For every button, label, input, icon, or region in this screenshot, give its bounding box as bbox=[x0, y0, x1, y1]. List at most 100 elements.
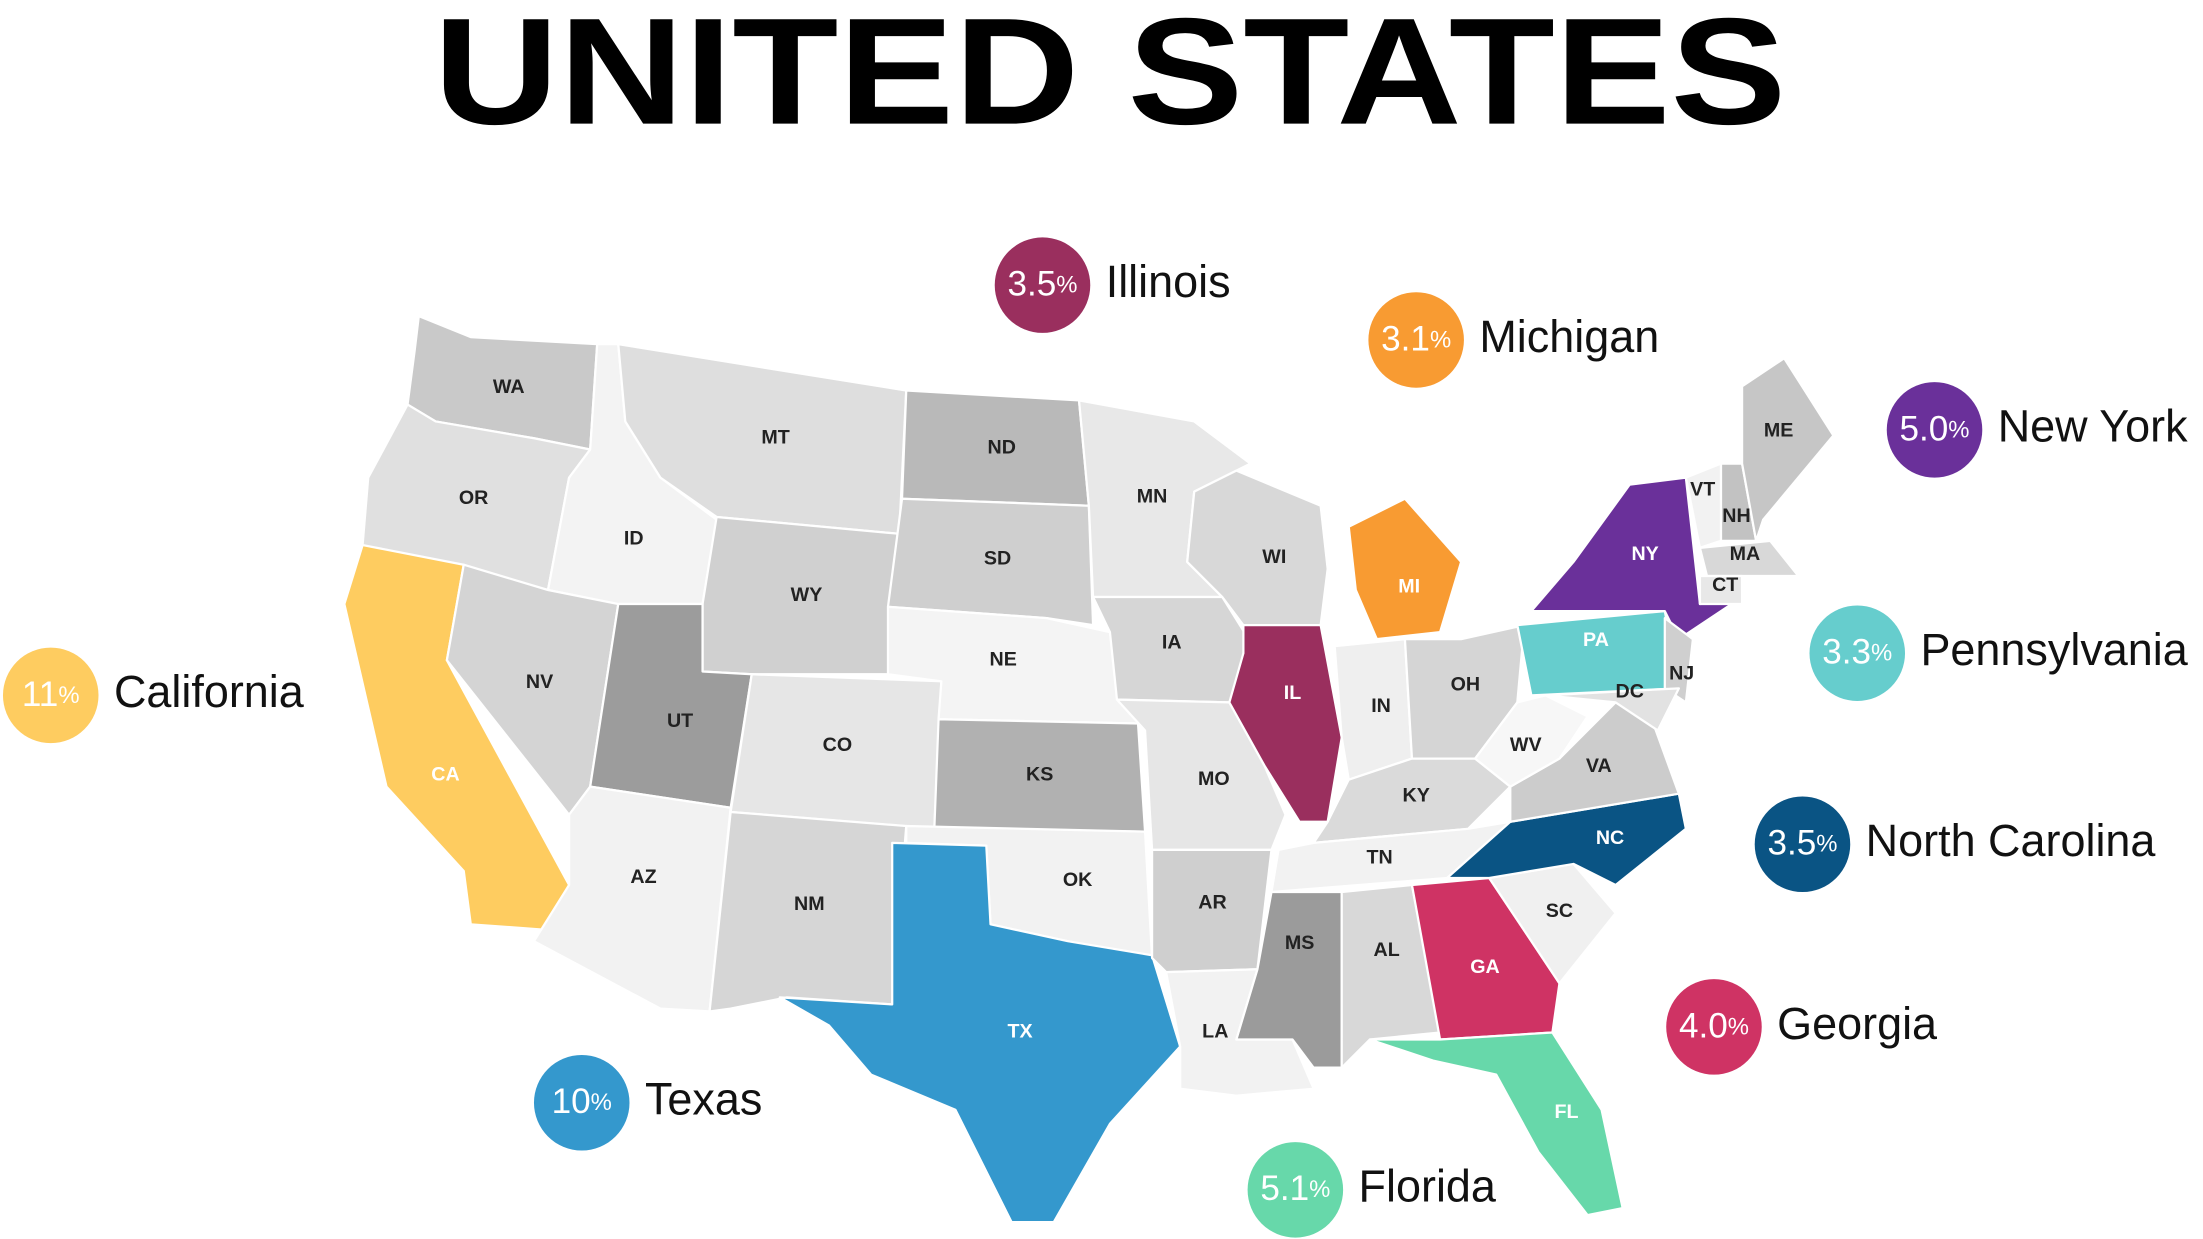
state-shape bbox=[1663, 616, 1695, 704]
state-label: TX bbox=[1007, 1021, 1032, 1043]
state-label: NE bbox=[990, 648, 1017, 670]
percent-value: 3.1 bbox=[1381, 320, 1430, 359]
callout: 3.5% North Carolina bbox=[1754, 796, 2156, 893]
state-label: SD bbox=[984, 547, 1011, 569]
state-shape bbox=[1368, 1031, 1624, 1217]
state-shape bbox=[1740, 357, 1835, 542]
callout-name: California bbox=[114, 666, 304, 717]
callout-badge bbox=[1247, 1142, 1344, 1238]
state-shape bbox=[1516, 609, 1680, 697]
callout: 4.0% Georgia bbox=[1666, 979, 1937, 1075]
state-label: OR bbox=[459, 487, 488, 509]
state-label: DC bbox=[1615, 681, 1643, 703]
callout: 3.1% Michigan bbox=[1368, 292, 1659, 388]
callout: 11% California bbox=[2, 647, 304, 744]
state-label: NY bbox=[1631, 543, 1658, 565]
state-label: LA bbox=[1202, 1021, 1228, 1043]
state-label: ND bbox=[988, 436, 1016, 458]
state-label: MI bbox=[1398, 575, 1420, 597]
state-shape bbox=[886, 497, 1095, 627]
callout-badge bbox=[1666, 979, 1762, 1075]
percent-unit: % bbox=[1948, 417, 1969, 444]
percent-value: 3.5 bbox=[1767, 824, 1816, 863]
callout-name: Florida bbox=[1359, 1161, 1496, 1212]
state-label: GA bbox=[1470, 956, 1499, 978]
state-shape bbox=[1698, 574, 1744, 606]
callout-badge bbox=[533, 1054, 630, 1151]
state-shape bbox=[1544, 687, 1680, 732]
states: WA OR CA ID NV MT WY UT AZ CO NM ND SD NE KS OK TX MN IA MO… bbox=[343, 314, 1835, 1224]
state-shape bbox=[532, 785, 732, 1013]
callout-name: Georgia bbox=[1777, 998, 1937, 1049]
callout: 5.0% New York bbox=[1886, 382, 2188, 478]
percent-value: 3.5 bbox=[1007, 265, 1056, 304]
callout-percent: 4.0% bbox=[1679, 1007, 1749, 1046]
percent-unit: % bbox=[1430, 327, 1451, 354]
callout: 3.3% Pennsylvania bbox=[1809, 605, 2188, 701]
percent-value: 3.3 bbox=[1822, 633, 1871, 672]
state-shape bbox=[778, 841, 1182, 1224]
callout-percent: 3.3% bbox=[1822, 633, 1892, 672]
state-label: MO bbox=[1198, 768, 1230, 790]
state-label: ID bbox=[624, 528, 644, 550]
state-label: WA bbox=[493, 376, 525, 398]
state-label: NC bbox=[1596, 827, 1624, 849]
state-label: MA bbox=[1730, 543, 1761, 565]
callout-name: Illinois bbox=[1106, 256, 1231, 307]
callout: 10% Texas bbox=[533, 1054, 762, 1151]
callout-percent: 10% bbox=[552, 1082, 612, 1121]
state-shape bbox=[1474, 694, 1589, 788]
state-label: MT bbox=[761, 426, 789, 448]
callout-name: Michigan bbox=[1479, 311, 1659, 362]
state-shape bbox=[1698, 539, 1800, 578]
callout-percent: 11% bbox=[22, 675, 80, 714]
state-label: OH bbox=[1451, 674, 1480, 696]
percent-value: 10 bbox=[552, 1082, 591, 1121]
percent-value: 5.0 bbox=[1900, 410, 1949, 449]
state-shape bbox=[1347, 497, 1463, 641]
callout: 5.1% Florida bbox=[1247, 1142, 1496, 1238]
state-label: NV bbox=[526, 671, 553, 693]
state-label: KY bbox=[1403, 785, 1430, 807]
state-label: VA bbox=[1586, 755, 1612, 777]
percent-unit: % bbox=[1309, 1177, 1330, 1204]
callout-percent: 5.1% bbox=[1260, 1170, 1330, 1209]
state-label: KS bbox=[1026, 764, 1053, 786]
callout-badge bbox=[1886, 382, 1983, 478]
callout-badge bbox=[1754, 796, 1851, 893]
percent-unit: % bbox=[58, 682, 79, 709]
state-label: WV bbox=[1510, 734, 1542, 756]
state-label: IA bbox=[1162, 632, 1182, 654]
state-label: MS bbox=[1285, 932, 1314, 954]
state-label: ME bbox=[1764, 419, 1793, 441]
state-label: IN bbox=[1371, 695, 1391, 717]
percent-value: 11 bbox=[22, 675, 58, 714]
percent-unit: % bbox=[1728, 1014, 1749, 1041]
callout-name: New York bbox=[1998, 401, 2188, 452]
state-label: NM bbox=[794, 893, 825, 915]
percent-unit: % bbox=[1056, 272, 1077, 299]
state-shape bbox=[1228, 623, 1343, 823]
state-label: AR bbox=[1198, 891, 1226, 913]
callout-percent: 5.0% bbox=[1900, 410, 1970, 449]
callout-percent: 3.1% bbox=[1381, 320, 1451, 359]
callout-percent: 3.5% bbox=[1007, 265, 1077, 304]
callout-name: North Carolina bbox=[1866, 815, 2156, 866]
percent-unit: % bbox=[1816, 831, 1837, 858]
state-label: VT bbox=[1690, 478, 1715, 500]
state-label: CT bbox=[1712, 574, 1738, 596]
callout-badge bbox=[1368, 292, 1464, 388]
state-label: MN bbox=[1137, 485, 1168, 507]
state-shape bbox=[1410, 876, 1561, 1041]
callout-badge bbox=[1809, 605, 1906, 701]
state-label: NH bbox=[1722, 505, 1750, 527]
percent-unit: % bbox=[1871, 640, 1892, 667]
state-label: SC bbox=[1546, 900, 1573, 922]
callout-name: Texas bbox=[645, 1074, 762, 1125]
percent-value: 4.0 bbox=[1679, 1007, 1728, 1046]
state-label: AL bbox=[1374, 939, 1400, 961]
state-label: TN bbox=[1367, 846, 1393, 868]
state-label: AZ bbox=[630, 866, 656, 888]
